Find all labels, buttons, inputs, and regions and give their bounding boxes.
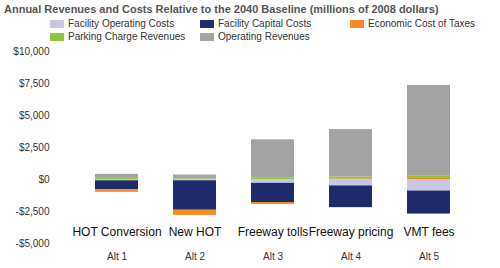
html-text:Parking Charge Revenues: Parking Charge Revenues [68,31,186,42]
svg-text:Alt 4: Alt 4 [341,251,361,262]
html-text:Annual Revenues and Costs Rela: Annual Revenues and Costs Relative to th… [4,3,439,15]
svg-text:$7,500: $7,500 [19,78,50,89]
svg-text:Freeway tolls: Freeway tolls [238,225,309,239]
svg-text:$0: $0 [38,174,50,185]
svg-text:$10,000: $10,000 [13,46,50,57]
html-text:Economic Cost of Taxes: Economic Cost of Taxes [368,18,476,29]
svg-text:-$5,000: -$5,000 [16,238,50,249]
svg-text:-$2,500: -$2,500 [16,206,50,217]
svg-text:$5,000: $5,000 [19,110,50,121]
html-text:Facility Operating Costs: Facility Operating Costs [68,18,175,29]
svg-text:New HOT: New HOT [169,225,222,239]
html-text:Operating Revenues: Operating Revenues [218,31,310,42]
svg-text:$2,500: $2,500 [19,142,50,153]
svg-text:Alt 3: Alt 3 [263,251,283,262]
svg-text:Alt 1: Alt 1 [107,251,127,262]
svg-text:Alt 5: Alt 5 [419,251,439,262]
svg-text:HOT Conversion: HOT Conversion [72,225,161,239]
html-text:Facility Capital Costs: Facility Capital Costs [218,18,312,29]
svg-text:Freeway pricing: Freeway pricing [309,225,394,239]
svg-text:Alt 2: Alt 2 [185,251,205,262]
svg-text:VMT fees: VMT fees [403,225,454,239]
